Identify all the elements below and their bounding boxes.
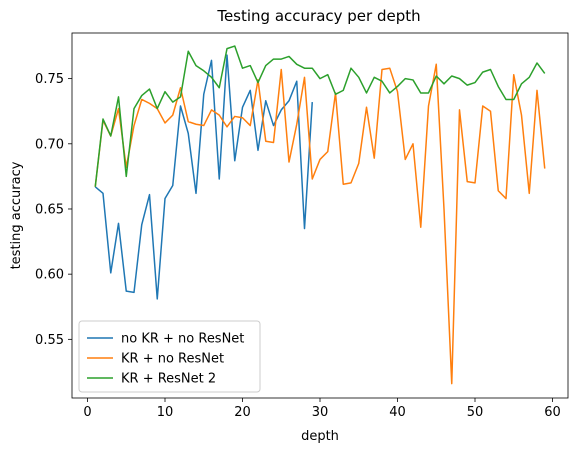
y-tick-label: 0.55 (35, 333, 64, 348)
y-tick-label: 0.60 (35, 268, 64, 283)
legend-label: KR + no ResNet (121, 352, 224, 367)
series-line-2 (94, 63, 546, 385)
y-axis: 0.55 0.60 0.65 0.70 0.75 (35, 72, 72, 348)
x-tick-label: 10 (157, 405, 174, 420)
x-tick-label: 50 (467, 405, 484, 420)
legend: no KR + no ResNet KR + no ResNet KR + ResN… (78, 320, 261, 393)
y-tick-label: 0.70 (35, 137, 64, 152)
legend-box (78, 320, 261, 393)
x-tick-label: 40 (389, 405, 406, 420)
x-tick-label: 30 (312, 405, 329, 420)
x-axis: 0 10 20 30 40 50 60 (83, 398, 561, 420)
y-axis-title: testing accuracy (9, 161, 24, 269)
series-lines (94, 45, 546, 385)
y-tick-label: 0.75 (35, 72, 64, 87)
chart-title: Testing accuracy per depth (216, 7, 420, 25)
x-axis-title: depth (301, 429, 339, 444)
x-tick-label: 60 (544, 405, 561, 420)
y-tick-label: 0.65 (35, 202, 64, 217)
legend-label: no KR + no ResNet (121, 332, 244, 347)
series-line-1 (94, 54, 313, 300)
legend-label: KR + ResNet 2 (121, 372, 216, 387)
series-line-3 (94, 45, 546, 187)
x-tick-label: 20 (234, 405, 251, 420)
x-tick-label: 0 (83, 405, 91, 420)
